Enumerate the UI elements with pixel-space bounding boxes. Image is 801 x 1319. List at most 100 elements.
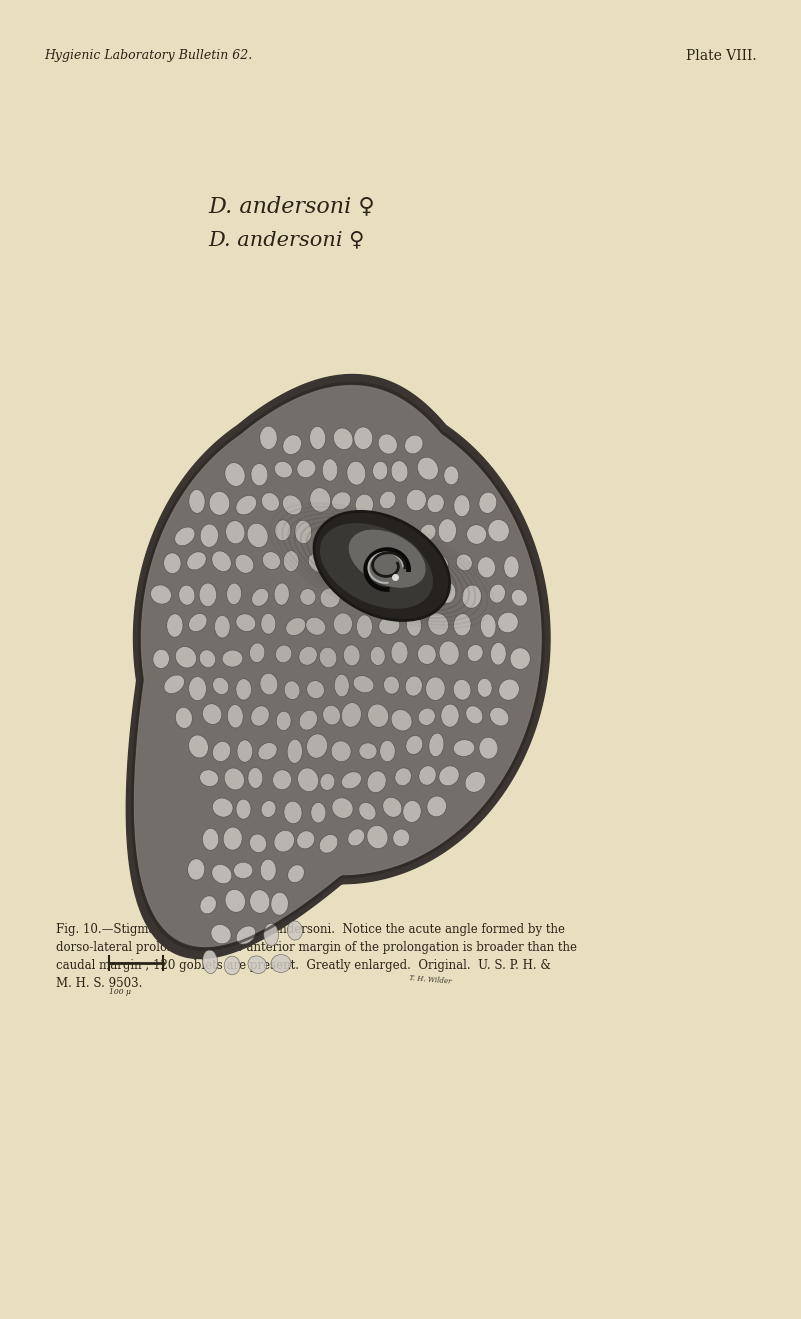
Ellipse shape (215, 616, 230, 638)
Ellipse shape (236, 496, 256, 514)
Ellipse shape (251, 463, 268, 485)
Text: Fig. 10.—Stigmal plate of female D. andersoni.  Notice the acute angle formed by: Fig. 10.—Stigmal plate of female D. ande… (56, 923, 577, 991)
Ellipse shape (380, 740, 395, 762)
Ellipse shape (307, 681, 324, 699)
Ellipse shape (356, 557, 377, 576)
Ellipse shape (489, 707, 509, 725)
Ellipse shape (248, 768, 263, 789)
Ellipse shape (499, 679, 519, 700)
Ellipse shape (175, 646, 196, 667)
Ellipse shape (187, 551, 206, 570)
Ellipse shape (212, 678, 229, 695)
Ellipse shape (430, 555, 449, 575)
Ellipse shape (225, 889, 245, 913)
Ellipse shape (323, 706, 340, 725)
Ellipse shape (261, 493, 280, 512)
Ellipse shape (298, 768, 319, 791)
Ellipse shape (467, 645, 483, 662)
Ellipse shape (341, 772, 361, 789)
Ellipse shape (320, 522, 433, 609)
Ellipse shape (297, 831, 315, 849)
Polygon shape (127, 375, 550, 959)
Ellipse shape (274, 583, 289, 605)
Ellipse shape (462, 586, 481, 608)
Ellipse shape (200, 896, 216, 914)
Ellipse shape (167, 613, 183, 637)
Ellipse shape (222, 650, 243, 667)
Ellipse shape (406, 736, 423, 754)
Ellipse shape (322, 522, 342, 545)
Text: D. andersoni ♀: D. andersoni ♀ (208, 195, 375, 218)
Ellipse shape (189, 677, 207, 700)
Ellipse shape (370, 646, 385, 666)
Text: Plate VIII.: Plate VIII. (686, 49, 757, 63)
Ellipse shape (272, 770, 292, 790)
Ellipse shape (235, 554, 254, 574)
Ellipse shape (497, 612, 518, 633)
Ellipse shape (153, 649, 170, 669)
Ellipse shape (260, 673, 278, 695)
Ellipse shape (236, 926, 256, 944)
Text: D. andersoni ♀: D. andersoni ♀ (208, 231, 364, 249)
Ellipse shape (261, 613, 276, 634)
Ellipse shape (454, 495, 470, 517)
Ellipse shape (275, 462, 292, 477)
Ellipse shape (200, 524, 219, 547)
Ellipse shape (477, 678, 492, 698)
Ellipse shape (199, 770, 219, 786)
Ellipse shape (286, 617, 306, 636)
Ellipse shape (250, 642, 265, 662)
Ellipse shape (332, 492, 351, 510)
Ellipse shape (417, 644, 437, 665)
Ellipse shape (179, 586, 195, 605)
Ellipse shape (393, 587, 409, 609)
Ellipse shape (263, 551, 280, 570)
Ellipse shape (284, 801, 302, 823)
Ellipse shape (367, 521, 384, 543)
Ellipse shape (320, 835, 338, 853)
Ellipse shape (223, 827, 242, 851)
Ellipse shape (440, 582, 456, 603)
Ellipse shape (300, 710, 317, 731)
Ellipse shape (199, 650, 215, 667)
Ellipse shape (344, 645, 360, 666)
Ellipse shape (465, 706, 483, 724)
Ellipse shape (510, 648, 530, 670)
Ellipse shape (227, 704, 244, 728)
Ellipse shape (227, 583, 241, 604)
Ellipse shape (457, 554, 473, 571)
Ellipse shape (295, 520, 312, 543)
Ellipse shape (425, 677, 445, 700)
Ellipse shape (211, 925, 231, 944)
Ellipse shape (249, 834, 267, 852)
Ellipse shape (224, 956, 240, 975)
Ellipse shape (333, 427, 353, 450)
Ellipse shape (261, 801, 276, 818)
Ellipse shape (427, 495, 445, 513)
Ellipse shape (320, 648, 336, 667)
Ellipse shape (405, 677, 422, 696)
Ellipse shape (371, 583, 388, 601)
Ellipse shape (276, 645, 292, 662)
Ellipse shape (382, 557, 398, 579)
Ellipse shape (329, 551, 350, 571)
Ellipse shape (368, 704, 388, 727)
Ellipse shape (203, 950, 218, 973)
Ellipse shape (310, 426, 325, 450)
Ellipse shape (151, 584, 171, 604)
Ellipse shape (189, 489, 205, 513)
Ellipse shape (276, 711, 291, 731)
Ellipse shape (235, 679, 252, 700)
Ellipse shape (356, 615, 372, 638)
Ellipse shape (344, 587, 363, 604)
Ellipse shape (203, 828, 219, 851)
Ellipse shape (419, 766, 437, 785)
Ellipse shape (391, 460, 408, 483)
Ellipse shape (429, 733, 444, 757)
Ellipse shape (314, 512, 449, 620)
Ellipse shape (453, 679, 471, 700)
Ellipse shape (175, 528, 195, 546)
Ellipse shape (395, 768, 412, 786)
Ellipse shape (380, 491, 396, 509)
Ellipse shape (428, 613, 449, 636)
